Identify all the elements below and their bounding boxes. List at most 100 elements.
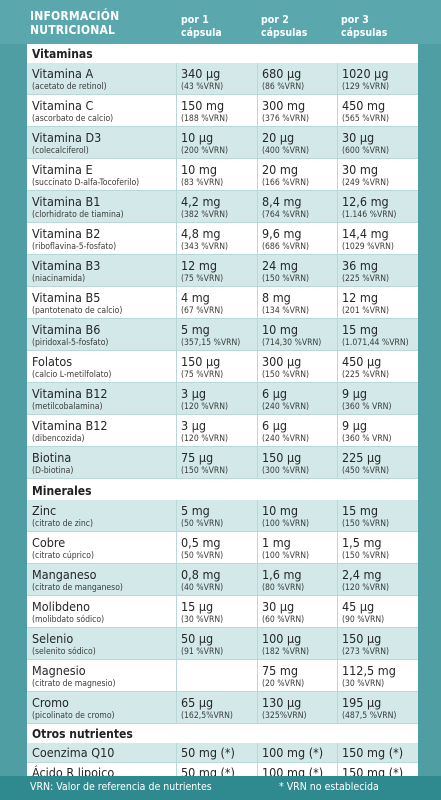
vrn-2-capsule: (166 %VRN) <box>262 178 310 188</box>
nutrient-source: (acetato de retinol) <box>32 82 107 92</box>
column-divider <box>337 223 338 255</box>
column-divider <box>257 596 258 628</box>
column-divider <box>337 63 338 95</box>
column-divider <box>176 660 177 692</box>
table-row: Vitamina B6 (piridoxal-5-fosfato) 5 mg (357… <box>27 319 418 351</box>
row-divider <box>27 222 418 223</box>
amount-3-capsule: 9 μg <box>342 418 368 433</box>
column-divider <box>337 763 338 783</box>
nutrient-name: Vitamina B2 <box>32 226 101 241</box>
column-divider <box>257 63 258 95</box>
nutrient-source: (dibencozida) <box>32 434 85 444</box>
nutrient-source: (pantotenato de calcio) <box>32 306 123 316</box>
amount-1-capsule: 0,8 mg <box>181 567 221 582</box>
nutrient-name: Vitamina B3 <box>32 258 101 273</box>
nutrient-source: (citrato de magnesio) <box>32 679 116 689</box>
vrn-1-capsule: (50 %VRN) <box>181 519 224 529</box>
amount-1-capsule: 4,2 mg <box>181 194 221 209</box>
column-divider <box>176 447 177 479</box>
column-divider <box>257 287 258 319</box>
table-row: Vitamina E (succinato D-alfa-Tocoferilo) 1… <box>27 159 418 191</box>
column-divider <box>176 287 177 319</box>
amount-3-capsule: 30 mg <box>342 162 378 177</box>
row-divider <box>27 126 418 127</box>
amount-3-capsule: 14,4 mg <box>342 226 389 241</box>
column-divider <box>337 127 338 159</box>
amount-1-capsule: 0,5 mg <box>181 535 221 550</box>
nutrient-source: (citrato de zinc) <box>32 519 94 529</box>
vrn-2-capsule: (240 %VRN) <box>262 434 310 444</box>
table-row: Cromo (picolinato de cromo) 65 μg (162,5%VR… <box>27 692 418 724</box>
vrn-2-capsule: (86 %VRN) <box>262 82 305 92</box>
table-row: Vitamina A (acetato de retinol) 340 μg (43 … <box>27 63 418 95</box>
table-row: Manganeso (citrato de manganeso) 0,8 mg (40… <box>27 564 418 596</box>
header-title: INFORMACIÓN NUTRICIONAL <box>30 9 120 37</box>
vrn-1-capsule: (162,5%VRN) <box>181 711 233 721</box>
column-divider <box>337 319 338 351</box>
amount-1-capsule: 10 μg <box>181 130 214 145</box>
column-divider <box>176 351 177 383</box>
vrn-2-capsule: (376 %VRN) <box>262 114 310 124</box>
column-divider <box>176 159 177 191</box>
vrn-3-capsule: (150 %VRN) <box>342 519 390 529</box>
column-divider <box>337 383 338 415</box>
footer-note: VRN: Valor de referencia de nutrientes *… <box>0 776 441 800</box>
amount-2-capsule: 100 mg (*) <box>262 745 324 760</box>
row-divider <box>27 382 418 383</box>
table-row: Vitamina B3 (niacinamida) 12 mg (75 %VRN) 24… <box>27 255 418 287</box>
vrn-1-capsule: (75 %VRN) <box>181 274 224 284</box>
nutrient-name: Manganeso <box>32 567 97 582</box>
table-row: Coenzima Q10 50 mg (*) 100 mg (*) 150 mg (*… <box>27 743 418 763</box>
amount-1-capsule: 75 μg <box>181 450 214 465</box>
nutrient-name: Folatos <box>32 354 73 369</box>
amount-1-capsule: 50 mg (*) <box>181 745 235 760</box>
nutrient-name: Vitamina B6 <box>32 322 101 337</box>
vrn-3-capsule: (150 %VRN) <box>342 551 390 561</box>
amount-2-capsule: 6 μg <box>262 386 288 401</box>
section-minerales: Minerales <box>27 481 418 500</box>
row-divider <box>27 446 418 447</box>
amount-3-capsule: 12 mg <box>342 290 378 305</box>
row-divider <box>27 478 418 479</box>
amount-1-capsule: 4 mg <box>181 290 210 305</box>
column-divider <box>176 596 177 628</box>
table-row: Vitamina B12 (metilcobalamina) 3 μg (120 %V… <box>27 383 418 415</box>
amount-3-capsule: 45 μg <box>342 599 375 614</box>
vrn-1-capsule: (43 %VRN) <box>181 82 224 92</box>
amount-3-capsule: 150 μg <box>342 631 382 646</box>
amount-3-capsule: 450 mg <box>342 98 386 113</box>
nutrient-name: Vitamina C <box>32 98 94 113</box>
nutrient-source: (molibdato sódico) <box>32 615 105 625</box>
vrn-3-capsule: (225 %VRN) <box>342 274 390 284</box>
vrn-2-capsule: (80 %VRN) <box>262 583 305 593</box>
vrn-2-capsule: (100 %VRN) <box>262 519 310 529</box>
table-row: Vitamina B5 (pantotenato de calcio) 4 mg (6… <box>27 287 418 319</box>
column-divider <box>257 127 258 159</box>
amount-3-capsule: 15 mg <box>342 503 378 518</box>
amount-1-capsule: 3 μg <box>181 418 207 433</box>
amount-2-capsule: 1 mg <box>262 535 291 550</box>
column-divider <box>337 159 338 191</box>
vrn-3-capsule: (487,5 %VRN) <box>342 711 397 721</box>
vrn-2-capsule: (150 %VRN) <box>262 370 310 380</box>
amount-1-capsule: 3 μg <box>181 386 207 401</box>
amount-3-capsule: 36 mg <box>342 258 378 273</box>
nutrient-name: Vitamina D3 <box>32 130 102 145</box>
amount-2-capsule: 130 μg <box>262 695 302 710</box>
table-row: Folatos (calcio L-metilfolato) 150 μg (75 %… <box>27 351 418 383</box>
nutrient-source: (riboflavina-5-fosfato) <box>32 242 117 252</box>
row-divider <box>27 762 418 763</box>
nutrient-source: (niacinamida) <box>32 274 86 284</box>
column-divider <box>257 500 258 532</box>
column-divider <box>337 660 338 692</box>
column-divider <box>337 95 338 127</box>
nutrient-name: Zinc <box>32 503 57 518</box>
column-divider <box>257 319 258 351</box>
section-vitaminas: Vitaminas <box>27 44 418 63</box>
vrn-2-capsule: (134 %VRN) <box>262 306 310 316</box>
column-divider <box>337 692 338 724</box>
nutrient-source: (calcio L-metilfolato) <box>32 370 112 380</box>
column-divider <box>176 319 177 351</box>
nutrient-source: (citrato cúprico) <box>32 551 94 561</box>
nutrient-source: (piridoxal-5-fosfato) <box>32 338 109 348</box>
